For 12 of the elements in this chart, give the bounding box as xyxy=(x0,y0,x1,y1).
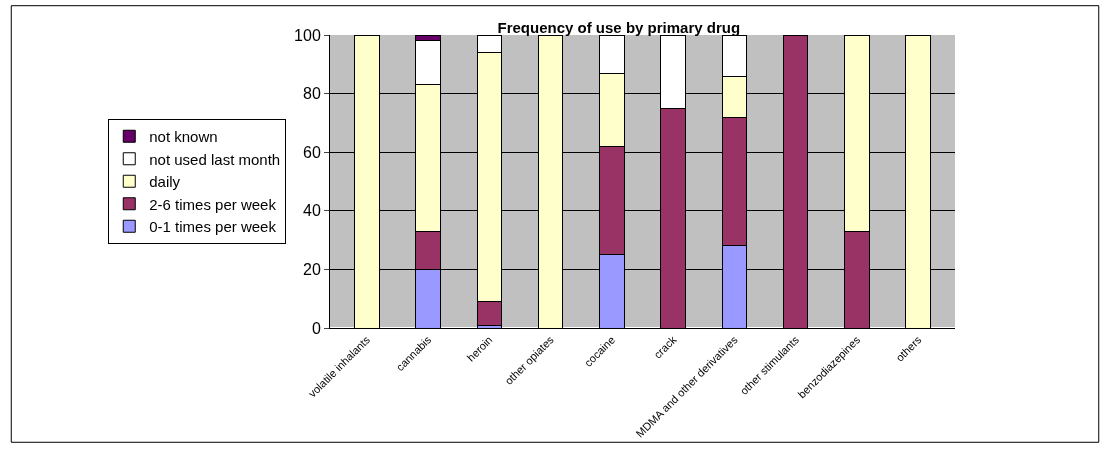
y-tick-label: 20 xyxy=(303,261,321,278)
y-tick-label: 40 xyxy=(303,202,321,220)
y-tick-label: 100 xyxy=(294,26,321,44)
y-tick-label: 80 xyxy=(303,85,321,103)
legend-label: 2-6 times per week xyxy=(149,195,277,213)
legend-label: 0-1 times per week xyxy=(149,218,277,236)
legend-label: not known xyxy=(149,128,218,146)
y-tick-label: 0 xyxy=(311,319,321,337)
chart-title: Frequency of use by primary drug xyxy=(497,19,741,36)
legend-label: not used last month xyxy=(149,150,281,168)
legend-label: daily xyxy=(149,173,181,191)
y-tick-label: 60 xyxy=(303,143,321,161)
